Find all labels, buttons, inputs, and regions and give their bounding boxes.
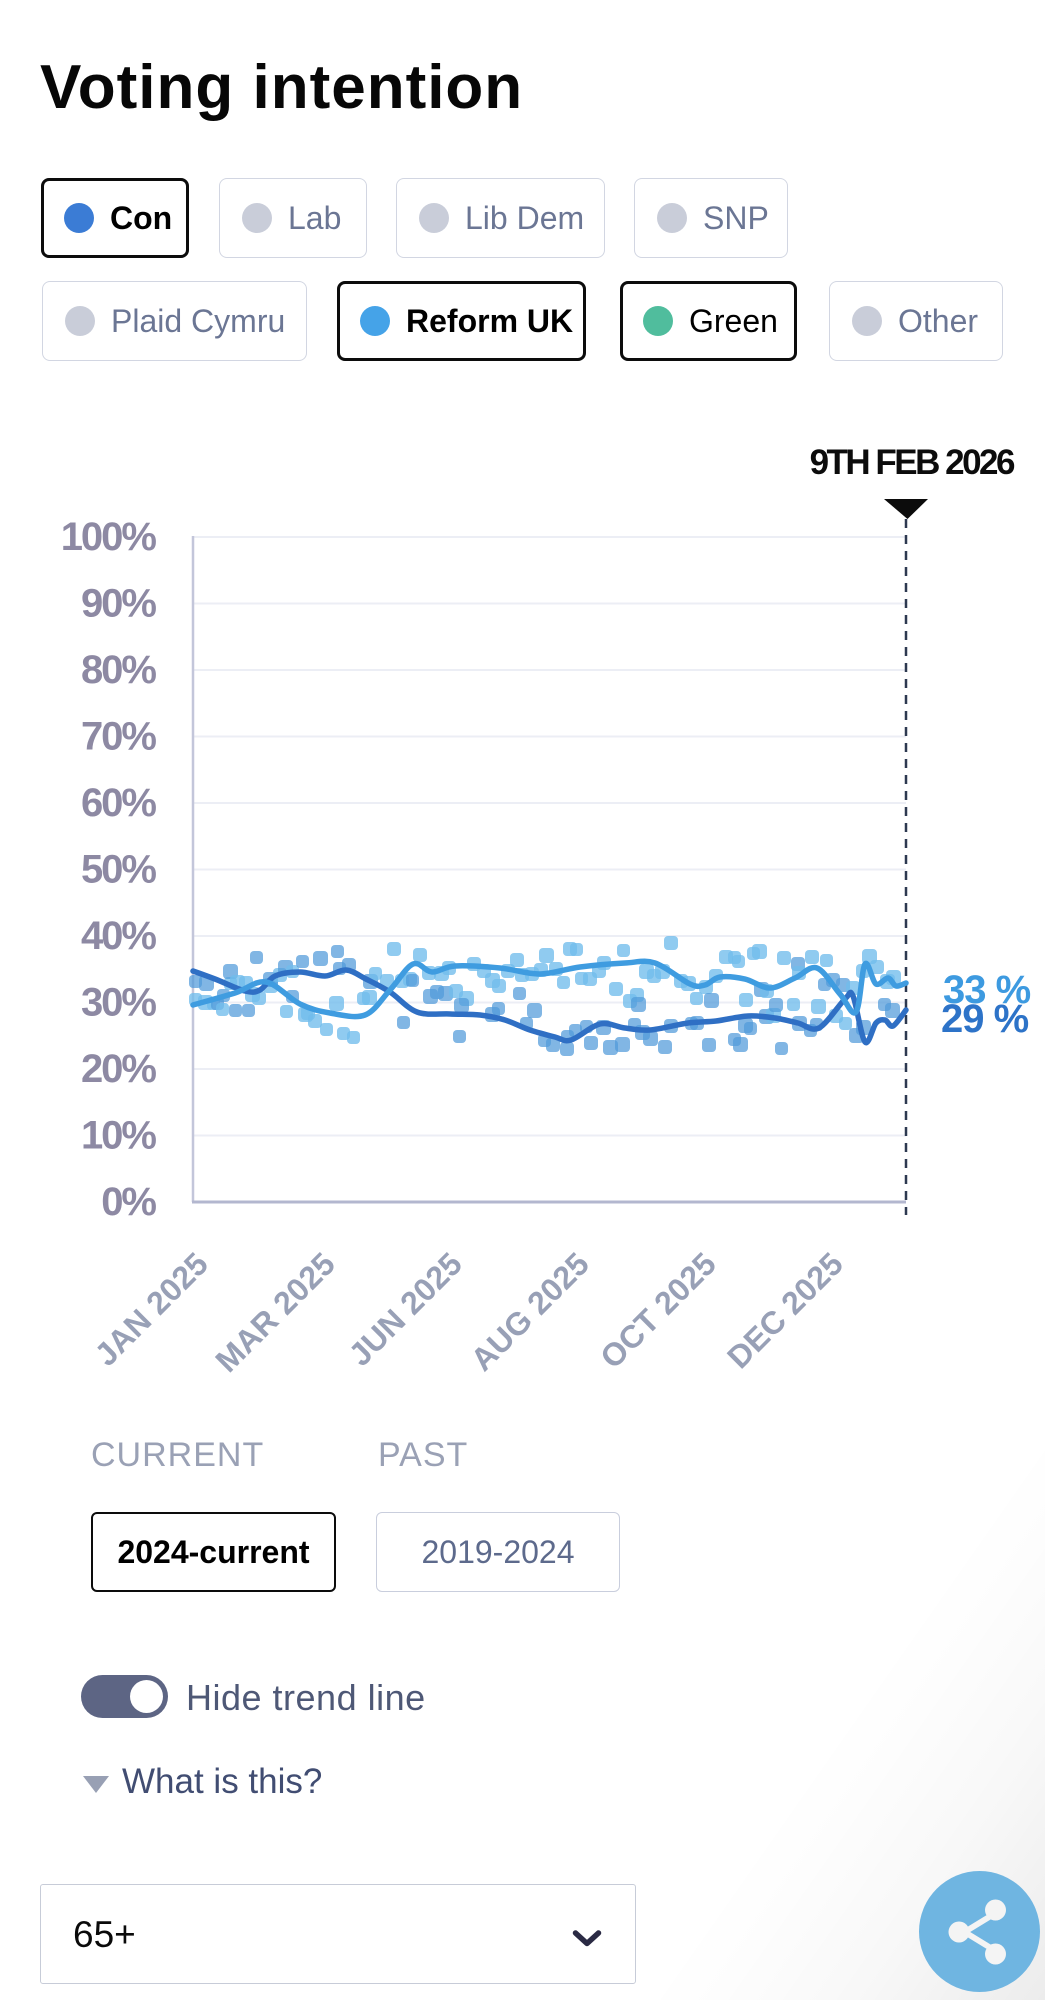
svg-text:OCT 2025: OCT 2025 [593,1245,723,1375]
svg-text:MAR 2025: MAR 2025 [208,1245,342,1379]
svg-text:50%: 50% [81,848,156,892]
svg-text:60%: 60% [81,781,156,825]
svg-text:JUN 2025: JUN 2025 [342,1245,469,1372]
svg-text:33 %: 33 % [943,968,1031,1012]
svg-text:40%: 40% [81,914,156,958]
svg-text:29 %: 29 % [941,997,1029,1041]
svg-text:10%: 10% [81,1114,156,1158]
svg-text:JAN 2025: JAN 2025 [88,1245,215,1372]
svg-text:30%: 30% [81,981,156,1025]
svg-text:70%: 70% [81,715,156,759]
svg-text:9TH FEB 2026: 9TH FEB 2026 [810,443,1015,482]
svg-text:100%: 100% [61,515,157,559]
svg-text:0%: 0% [101,1180,156,1224]
svg-text:AUG 2025: AUG 2025 [464,1245,596,1377]
svg-text:DEC 2025: DEC 2025 [720,1245,850,1375]
svg-text:20%: 20% [81,1047,156,1091]
svg-text:90%: 90% [81,582,156,626]
svg-text:80%: 80% [81,648,156,692]
